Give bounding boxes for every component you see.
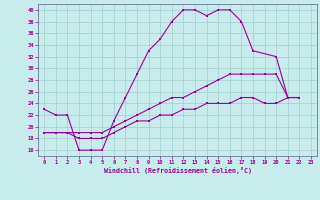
X-axis label: Windchill (Refroidissement éolien,°C): Windchill (Refroidissement éolien,°C) (104, 167, 252, 174)
